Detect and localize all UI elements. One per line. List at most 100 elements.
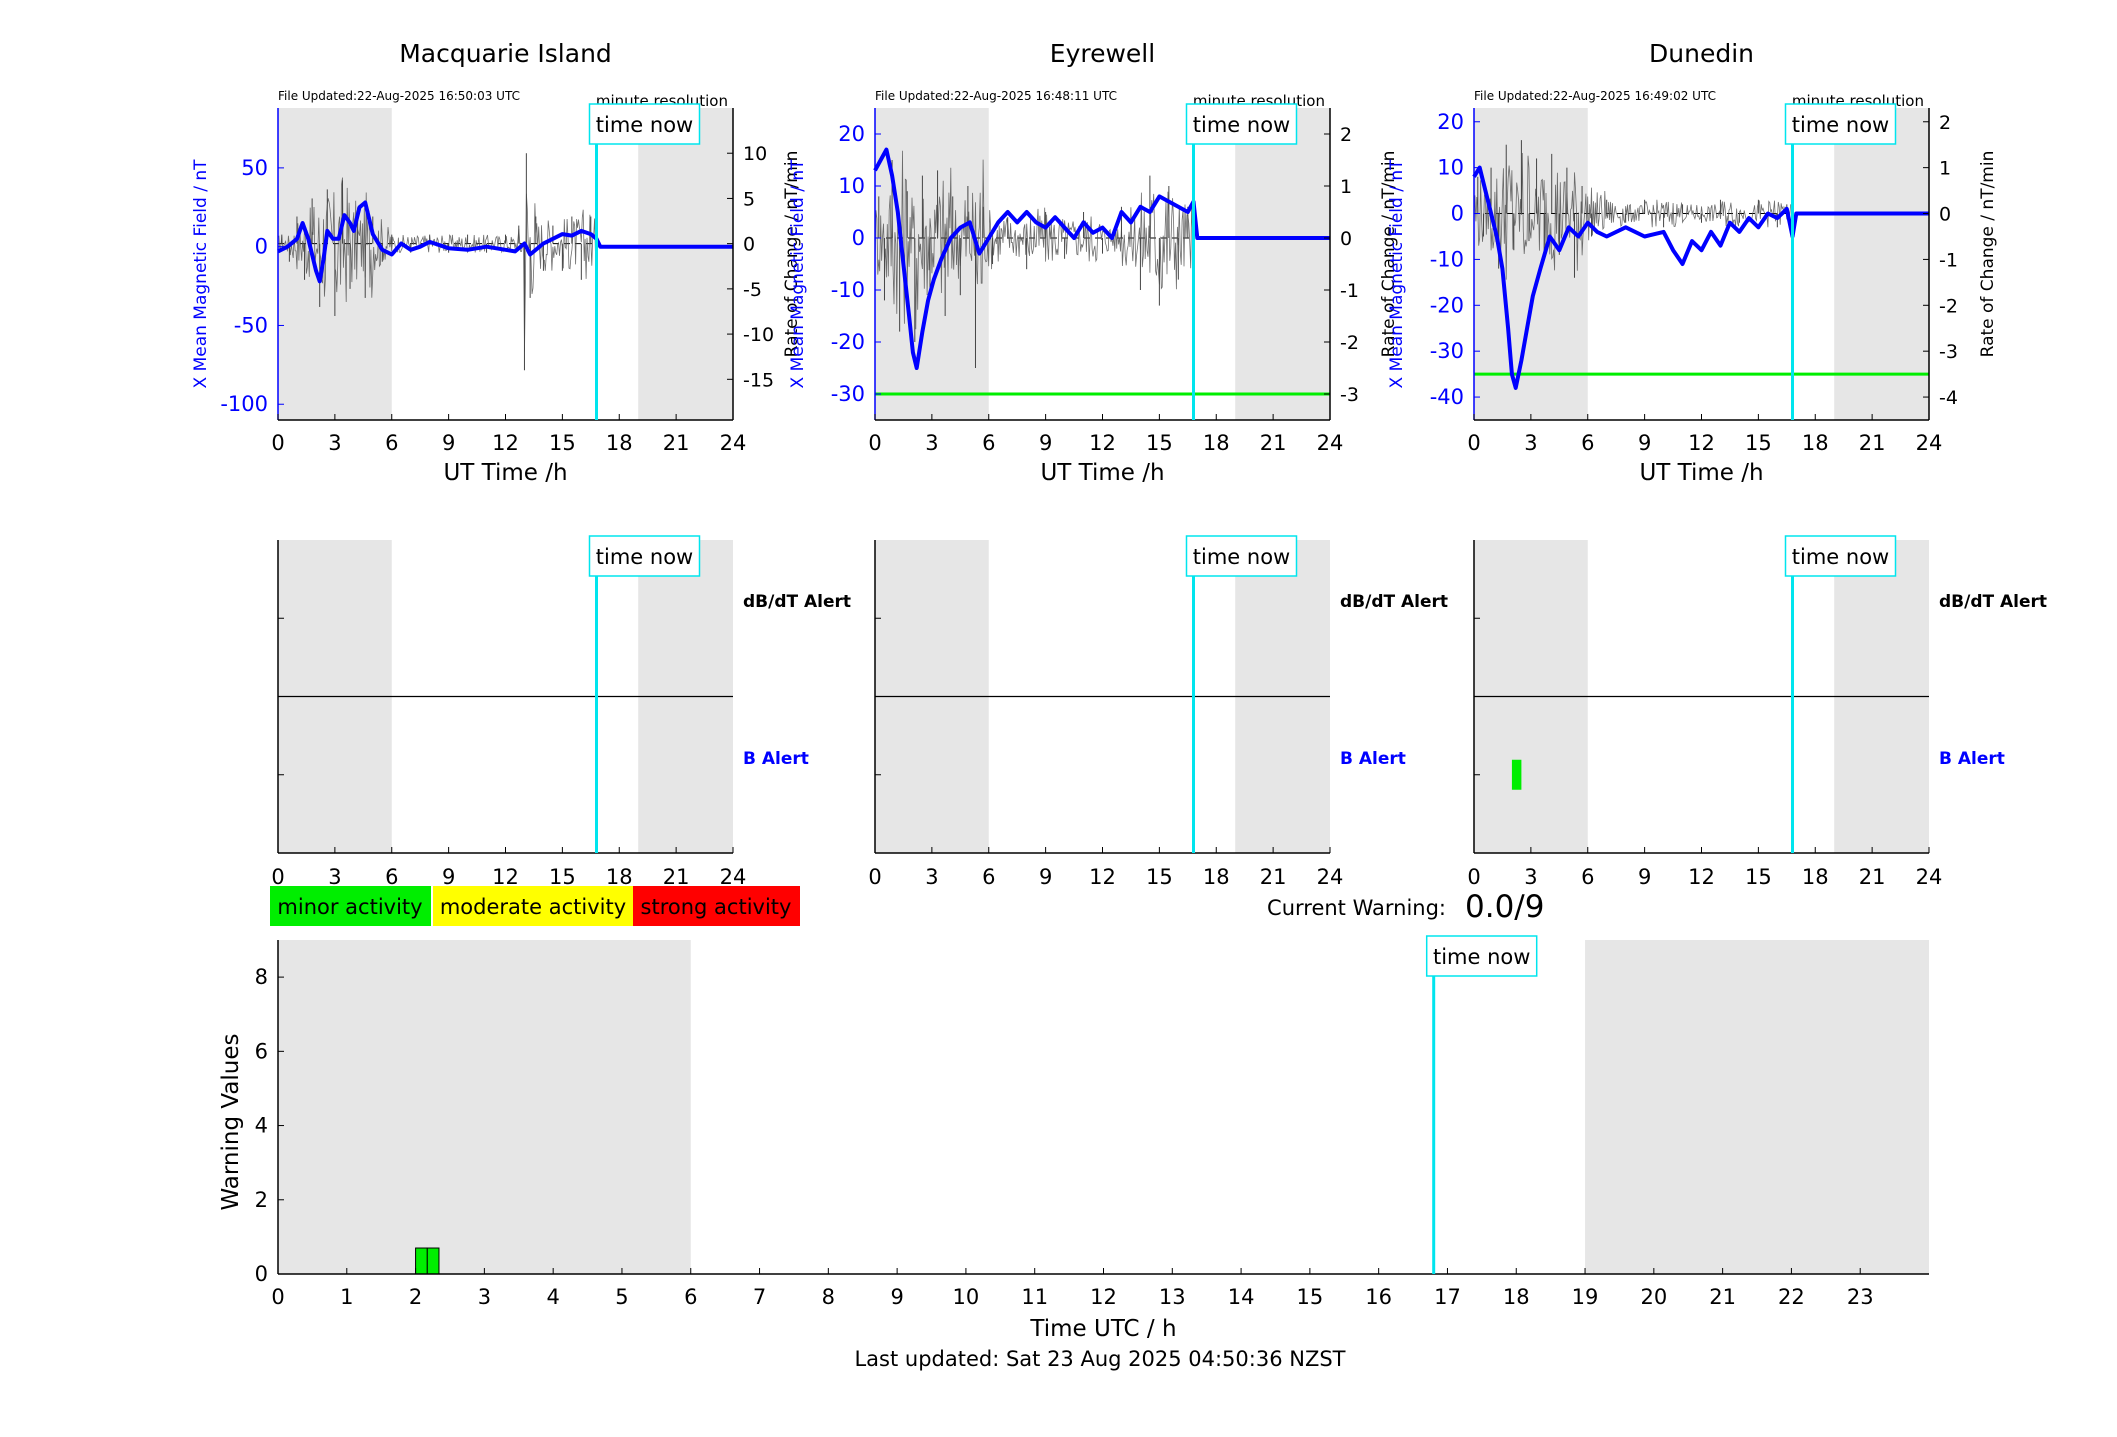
x-tick-label: 24 (1916, 431, 1943, 455)
station-chart-2: 0 3 6 9 12 15 18 21 24-30-20-1001020-3-2-1012Eyr… (788, 39, 1399, 486)
x-tick-label: 21 (1260, 431, 1287, 455)
alert-chart-3: 0 3 6 9 12 15 18 21 24 dB/dT Alert B Alert time now (1467, 535, 2047, 889)
dbdt-alert-label: dB/dT Alert (743, 592, 851, 612)
x-field-line (1472, 165, 1929, 390)
x-tick-label: 5 (615, 1285, 628, 1309)
x-tick-label: 18 (1802, 431, 1829, 455)
station-1-time-now-box (588, 103, 701, 145)
b-alert-label: B Alert (743, 749, 809, 769)
y-right-tick-label: 2 (1340, 124, 1352, 146)
x-axis-label: UT Time /h (1639, 460, 1763, 486)
y-left-tick-label: 50 (241, 156, 268, 180)
y-right-tick-label: -4 (1939, 387, 1958, 409)
x-tick-label: 4 (546, 1285, 559, 1309)
y-left-tick-label: -30 (1430, 339, 1464, 363)
y-tick-label: 8 (255, 965, 268, 989)
x-tick-label: 3 (1524, 865, 1537, 889)
rate-of-change-trace (1473, 152, 1792, 280)
y-left-tick-label: -100 (220, 392, 268, 416)
alert-3-time-now-label: time now (1792, 545, 1889, 569)
x-tick-label: 3 (1524, 431, 1537, 455)
x-tick-label: 3 (328, 865, 341, 889)
file-updated-text: File Updated:22-Aug-2025 16:50:03 UTC (278, 89, 520, 103)
alert-chart-2: 0 3 6 9 12 15 18 21 24 dB/dT Alert B Alert time now (868, 535, 1448, 889)
dbdt-alert-label: dB/dT Alert (1939, 592, 2047, 612)
x-tick-label: 17 (1434, 1285, 1461, 1309)
station-title: Dunedin (1649, 39, 1754, 68)
x-tick-label: 16 (1365, 1285, 1392, 1309)
y-right-tick-label: -3 (1939, 341, 1958, 363)
x-tick-label: 24 (1317, 431, 1344, 455)
y-left-tick-label: -10 (1430, 247, 1464, 271)
x-tick-label: 6 (1581, 431, 1594, 455)
x-tick-label: 2 (409, 1285, 422, 1309)
x-tick-label: 1 (340, 1285, 353, 1309)
legend-moderate-swatch (433, 886, 633, 926)
x-tick-label: 18 (1503, 1285, 1530, 1309)
x-tick-label: 12 (1090, 1285, 1117, 1309)
x-tick-label: 3 (328, 431, 341, 455)
y-right-tick-label: 0 (1340, 228, 1352, 250)
station-3-time-now-box (1784, 103, 1897, 145)
x-tick-label: 3 (925, 865, 938, 889)
night-shade (1235, 108, 1330, 420)
night-shade (1834, 108, 1929, 420)
warning-values-chart: 0 1 2 3 4 5 6 7 8 9 10 11 12 13 14 15 16 17 18 19 20 21 22 2302… (218, 935, 1929, 1342)
x-tick-label: 18 (1802, 865, 1829, 889)
station-chart-3: 0 3 6 9 12 15 18 21 24-40-30-20-1001020-4-3-2-10… (1387, 39, 1998, 486)
y-right-axis-label: Rate of Change / nT/min (1978, 151, 1998, 358)
y-tick-label: 0 (255, 1262, 268, 1286)
station-2-time-now-label: time now (1193, 113, 1290, 137)
x-tick-label: 24 (720, 431, 747, 455)
y-left-tick-label: 10 (838, 174, 865, 198)
current-warning-value: 0.0/9 (1465, 889, 1544, 925)
x-tick-label: 3 (925, 431, 938, 455)
file-updated-text: File Updated:22-Aug-2025 16:49:02 UTC (1474, 89, 1716, 103)
x-tick-label: 18 (1203, 431, 1230, 455)
x-tick-label: 12 (1089, 431, 1116, 455)
x-tick-label: 15 (549, 865, 576, 889)
x-tick-label: 21 (663, 431, 690, 455)
x-tick-label: 0 (271, 1285, 284, 1309)
x-tick-label: 12 (492, 431, 519, 455)
alert-chart-1: 0 3 6 9 12 15 18 21 24 dB/dT Alert B Alert time now (271, 535, 851, 889)
y-left-tick-label: 0 (255, 235, 268, 259)
dbdt-alert-label: dB/dT Alert (1340, 592, 1448, 612)
y-right-tick-label: -10 (743, 324, 774, 346)
x-tick-label: 12 (1089, 865, 1116, 889)
x-axis-label: Time UTC / h (1029, 1316, 1176, 1342)
y-left-tick-label: 0 (1451, 202, 1464, 226)
y-left-axis-label: X Mean Magnetic Field / nT (1387, 159, 1407, 389)
alert-1-time-now-box (588, 535, 701, 577)
y-right-tick-label: -2 (1340, 332, 1359, 354)
rate-of-change-trace (874, 150, 1193, 330)
alert-2-time-now-label: time now (1193, 545, 1290, 569)
x-tick-label: 9 (1039, 431, 1052, 455)
y-tick-label: 4 (255, 1114, 268, 1138)
y-left-tick-label: 0 (852, 226, 865, 250)
warning-bar (426, 1247, 440, 1275)
night-shade (278, 940, 691, 1274)
x-tick-label: 6 (684, 1285, 697, 1309)
y-left-axis-label: X Mean Magnetic Field / nT (191, 159, 211, 389)
station-3-time-now-label: time now (1792, 113, 1889, 137)
x-tick-label: 12 (1688, 431, 1715, 455)
legend-strong-swatch (633, 886, 800, 926)
x-tick-label: 9 (442, 865, 455, 889)
x-tick-label: 9 (890, 1285, 903, 1309)
y-right-tick-label: 1 (1939, 158, 1951, 180)
last-updated-text: Last updated: Sat 23 Aug 2025 04:50:36 N… (854, 1347, 1345, 1371)
legend-minor-swatch (270, 886, 431, 926)
y-right-tick-label: 10 (743, 143, 767, 165)
x-tick-label: 15 (1297, 1285, 1324, 1309)
x-tick-label: 6 (1581, 865, 1594, 889)
x-tick-label: 15 (549, 431, 576, 455)
night-shade (1585, 940, 1929, 1274)
alert-2-time-now-box (1185, 535, 1298, 577)
x-tick-label: 6 (385, 431, 398, 455)
x-tick-label: 6 (982, 431, 995, 455)
x-tick-label: 21 (1709, 1285, 1736, 1309)
y-left-tick-label: -40 (1430, 385, 1464, 409)
x-tick-label: 23 (1847, 1285, 1874, 1309)
